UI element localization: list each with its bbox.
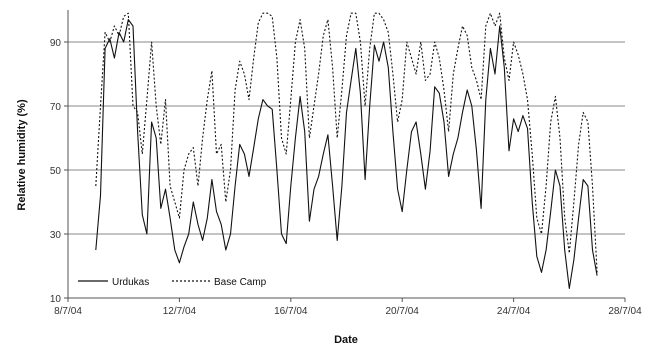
x-tick-label-1: 12/7/04 [163,306,197,317]
y-axis-title: Relative humidity (%) [16,99,28,211]
legend-label-urdukas: Urdukas [112,277,149,288]
series-line-base-camp [95,12,598,273]
x-tick-label-2: 16/7/04 [274,306,308,317]
y-tick-label-50: 50 [50,166,62,177]
y-tick-label-90: 90 [50,38,62,49]
series-lines [95,12,598,289]
x-tick-label-3: 20/7/04 [386,306,420,317]
legend: Urdukas Base Camp [78,277,267,288]
gridlines [68,41,625,235]
x-tick-label-5: 28/7/04 [608,306,642,317]
y-tick-label-10: 10 [50,294,62,305]
series-line-urdukas [95,19,598,289]
x-tick-label-0: 8/7/04 [54,306,82,317]
y-tick-label-70: 70 [50,102,62,113]
legend-label-base-camp: Base Camp [214,277,267,288]
y-tick-label-30: 30 [50,230,62,241]
axes: 10 30 50 70 90 8/7/04 12/7/04 16/7/04 20/7/04 24/… [50,10,642,317]
x-tick-label-4: 24/7/04 [497,306,531,317]
x-axis-title: Date [334,334,358,346]
